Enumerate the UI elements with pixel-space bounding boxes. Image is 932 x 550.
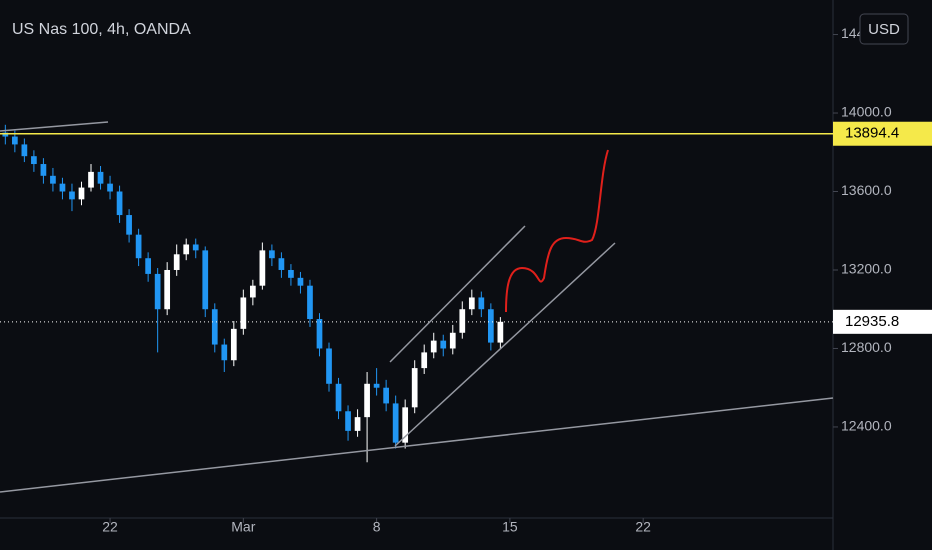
candle-body xyxy=(221,344,228,361)
candle-body xyxy=(183,244,190,255)
plot xyxy=(0,124,833,463)
candle-body xyxy=(316,319,323,349)
candle-body xyxy=(335,383,342,412)
candle-body xyxy=(259,250,266,286)
candle-body xyxy=(364,383,370,418)
candle-body xyxy=(402,407,409,443)
channel-line xyxy=(394,242,616,447)
candle-body xyxy=(116,191,123,216)
candle-body xyxy=(11,136,18,145)
candle-body xyxy=(154,273,161,310)
candle-body xyxy=(192,244,199,251)
candle-body xyxy=(459,309,466,333)
trend-line xyxy=(0,397,834,493)
candle-body xyxy=(497,321,504,343)
level-price-label: 13894.4 xyxy=(845,125,899,142)
y-tick-label: 13600.0 xyxy=(841,182,892,198)
trend-line xyxy=(0,121,109,132)
candle-body xyxy=(326,348,332,384)
candle-body xyxy=(88,171,94,188)
candle-body xyxy=(135,234,142,259)
candle-body xyxy=(249,285,256,298)
y-tick-label: 12400.0 xyxy=(841,418,892,434)
level-price-box xyxy=(833,121,932,146)
candle-body xyxy=(307,285,313,320)
candle-body xyxy=(468,297,475,310)
candle-body xyxy=(164,269,171,310)
candle-body xyxy=(230,328,237,361)
candle-body xyxy=(31,156,37,165)
last-price-label: 12935.8 xyxy=(845,313,899,330)
candle-body xyxy=(440,340,447,349)
candle-body xyxy=(240,297,247,329)
candle-body xyxy=(97,171,104,184)
candle-body xyxy=(478,297,485,310)
candle-body xyxy=(278,258,285,270)
candle-body xyxy=(288,269,294,278)
x-tick-label: 8 xyxy=(373,519,381,535)
candle-body xyxy=(40,164,47,176)
candle-body xyxy=(449,332,456,349)
x-tick-label: Mar xyxy=(231,519,255,535)
candle-body xyxy=(50,175,56,184)
candle-body xyxy=(2,132,9,137)
candle-body xyxy=(21,144,28,157)
chart-title: US Nas 100, 4h, OANDA xyxy=(12,21,191,38)
candle-body xyxy=(269,250,275,259)
candle-body xyxy=(373,383,380,388)
candle-body xyxy=(69,191,75,200)
y-tick-label: 14000.0 xyxy=(841,104,892,120)
candle-body xyxy=(487,309,494,343)
candle-body xyxy=(78,187,85,200)
candle-body xyxy=(392,403,399,443)
channel-line xyxy=(389,225,526,363)
candle-body xyxy=(430,340,437,353)
candle-body xyxy=(126,215,132,235)
x-tick-label: 22 xyxy=(635,519,651,535)
projection-drawing xyxy=(505,149,609,313)
candle-body xyxy=(202,250,209,310)
candle-body xyxy=(173,254,180,270)
last-price-box xyxy=(833,309,932,334)
candle-body xyxy=(145,258,151,274)
candle-body xyxy=(297,277,304,286)
candle-body xyxy=(107,183,113,192)
candle-body xyxy=(211,309,218,345)
candle-body xyxy=(354,417,361,431)
candle-body xyxy=(59,183,66,192)
candle-body xyxy=(421,352,428,369)
candle-body xyxy=(345,411,351,431)
currency-button[interactable] xyxy=(859,13,909,45)
x-tick-label: 15 xyxy=(502,519,518,535)
candle-body xyxy=(411,368,418,408)
x-tick-label: 22 xyxy=(102,519,118,535)
currency-label[interactable]: USD xyxy=(868,21,900,38)
y-tick-label: 13200.0 xyxy=(841,261,892,277)
y-tick-label: 12800.0 xyxy=(841,339,892,355)
candle-body xyxy=(383,387,389,404)
